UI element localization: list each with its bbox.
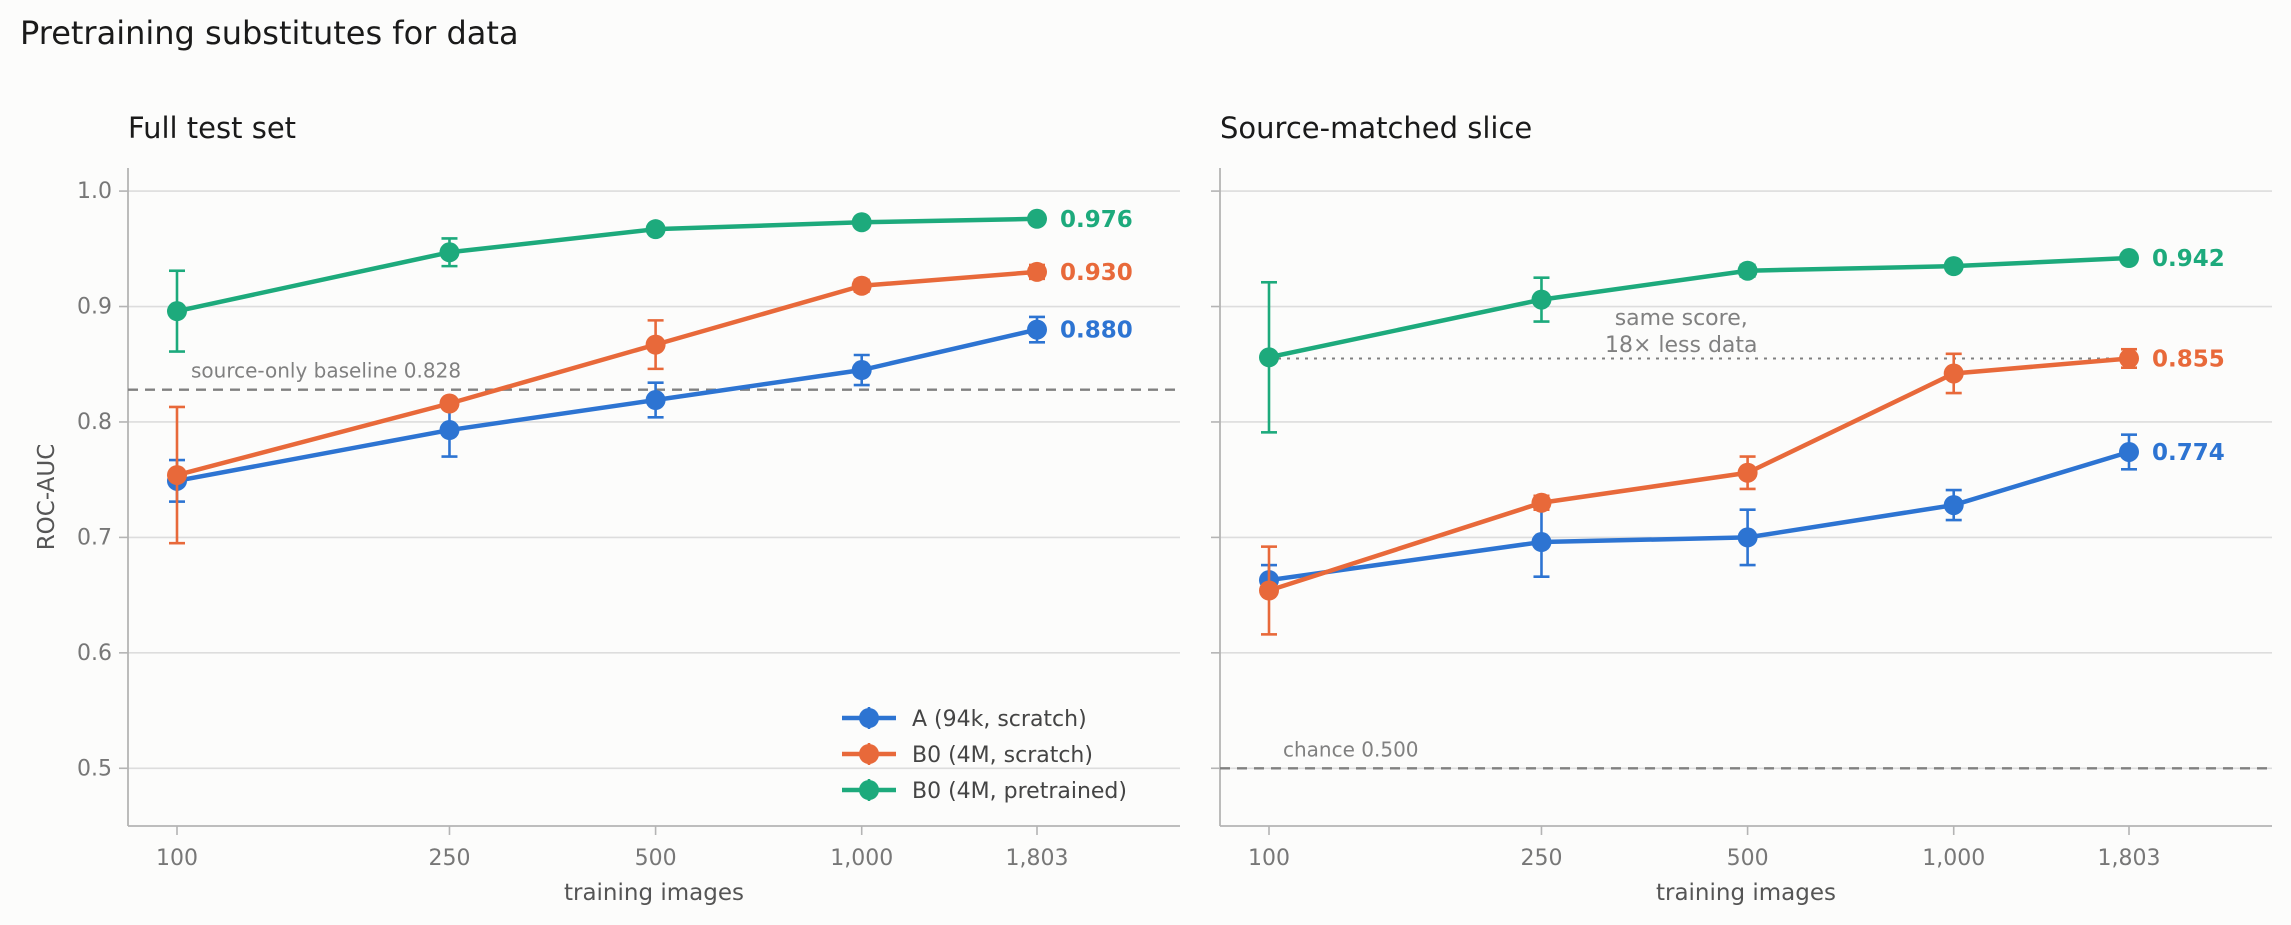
series-2: 0.976: [167, 207, 1133, 353]
data-point: [851, 360, 872, 381]
x-tick-label: 500: [1727, 846, 1769, 871]
series-1: 0.930: [167, 260, 1133, 545]
y-tick-label: 0.5: [77, 756, 112, 781]
data-point: [645, 390, 666, 411]
data-point: [1737, 462, 1758, 483]
data-point: [1737, 527, 1758, 548]
data-point: [645, 219, 666, 240]
series-line: [1268, 356, 2130, 593]
data-point: [1027, 319, 1047, 340]
legend-label: B0 (4M, pretrained): [912, 779, 1127, 804]
data-point: [1943, 256, 1964, 277]
data-point: [1027, 261, 1047, 282]
data-point: [1259, 580, 1279, 601]
data-point: [439, 393, 460, 414]
series-1: 0.855: [1259, 346, 2225, 636]
annotation: same score, 18× less data: [1605, 306, 1758, 358]
data-point: [2119, 248, 2139, 269]
data-point: [851, 275, 872, 296]
end-value-label: 0.774: [2152, 440, 2225, 466]
data-point: [1027, 208, 1047, 229]
x-tick-label: 250: [1520, 846, 1562, 871]
legend-swatch-marker: [859, 708, 879, 728]
legend: A (94k, scratch) B0 (4M, scratch) B0 (4M, …: [842, 707, 1127, 804]
annotation-line: same score,: [1615, 306, 1748, 331]
y-tick-label: 1.0: [77, 179, 112, 204]
y-axis-label: ROC-AUC: [34, 444, 60, 551]
data-point: [645, 334, 666, 355]
data-point: [2119, 441, 2139, 462]
annotation-line: 18× less data: [1605, 333, 1758, 358]
legend-label: B0 (4M, scratch): [912, 743, 1093, 768]
y-tick-label: 0.9: [77, 295, 112, 320]
y-tick-label: 0.7: [77, 525, 112, 550]
x-axis-label: training images: [1656, 880, 1836, 906]
data-point: [167, 465, 187, 486]
x-tick-label: 500: [635, 846, 677, 871]
series-line: [1268, 449, 2130, 583]
data-point: [1531, 532, 1552, 553]
y-tick-label: 0.8: [77, 410, 112, 435]
end-value-label: 0.855: [2152, 346, 2225, 372]
data-point: [851, 212, 872, 233]
data-point: [1259, 347, 1279, 368]
x-tick-label: 100: [156, 846, 198, 871]
x-tick-label: 1,000: [830, 846, 893, 871]
x-tick-label: 250: [428, 846, 470, 871]
data-point: [167, 301, 187, 322]
series-0: 0.774: [1259, 433, 2225, 597]
data-point: [439, 242, 460, 263]
series-2: 0.942: [1259, 246, 2225, 434]
figure-title: Pretraining substitutes for data: [20, 14, 519, 52]
panel-full-test-set: 0.5 0.6 0.7 0.8 0.9 1.0 100 250 500 1,000 1,803 Ful…: [34, 111, 1180, 906]
data-point: [1943, 495, 1964, 516]
end-value-label: 0.880: [1060, 318, 1133, 344]
panel-title: Source-matched slice: [1220, 111, 1532, 145]
data-point: [1737, 260, 1758, 281]
legend-swatch-marker: [859, 780, 879, 800]
x-tick-label: 1,803: [2098, 846, 2161, 871]
series-line: [176, 216, 1038, 314]
data-point: [1943, 363, 1964, 384]
data-point: [439, 420, 460, 441]
data-point: [1531, 492, 1552, 513]
legend-label: A (94k, scratch): [912, 707, 1087, 732]
end-value-label: 0.976: [1060, 207, 1133, 233]
series-line: [176, 327, 1038, 484]
panel-source-matched-slice: 100 250 500 1,000 1,803 Source-matched slice t…: [1211, 111, 2272, 906]
end-value-label: 0.942: [2152, 246, 2225, 272]
data-point: [1531, 289, 1552, 310]
x-tick-label: 100: [1248, 846, 1290, 871]
legend-swatch-marker: [859, 744, 879, 764]
panel-title: Full test set: [128, 111, 296, 145]
data-point: [2119, 348, 2139, 369]
y-tick-label: 0.6: [77, 641, 112, 666]
reference-line-label: source-only baseline 0.828: [191, 359, 461, 383]
x-tick-label: 1,803: [1006, 846, 1069, 871]
end-value-label: 0.930: [1060, 260, 1133, 286]
reference-line-label: chance 0.500: [1283, 737, 1419, 761]
x-axis-label: training images: [564, 880, 744, 906]
x-tick-label: 1,000: [1922, 846, 1985, 871]
